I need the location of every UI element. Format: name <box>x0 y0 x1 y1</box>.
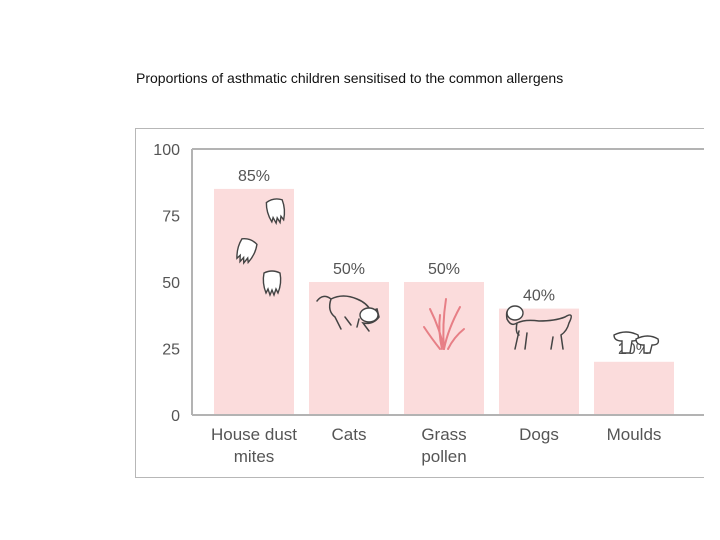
bar <box>499 308 579 415</box>
category-label: Cats <box>332 425 367 444</box>
dog-icon <box>505 305 572 350</box>
y-tick-label: 100 <box>153 142 180 159</box>
y-tick-label: 50 <box>162 275 180 292</box>
grass-icon <box>423 298 465 350</box>
category-label: Grass pollen <box>421 425 466 466</box>
bar <box>214 188 294 415</box>
chart-frame: 0 25 50 75 100 85% 50% 50% 40% 20% House dust mit… <box>135 128 704 478</box>
y-tick-label: 0 <box>171 408 180 425</box>
category-label: Dogs <box>519 425 559 444</box>
category-label: Moulds <box>607 425 662 444</box>
mushroom-icon <box>613 331 660 354</box>
chart-title: Proportions of asthmatic children sensit… <box>136 70 564 86</box>
category-label: House dust mites <box>211 425 297 466</box>
data-label: 40% <box>523 288 555 305</box>
y-tick-label: 75 <box>162 209 180 226</box>
bar <box>594 361 674 415</box>
data-label: 85% <box>238 168 270 185</box>
bar <box>309 282 389 415</box>
y-tick-label: 25 <box>162 342 180 359</box>
data-label: 50% <box>333 261 365 278</box>
cat-icon <box>316 295 380 332</box>
data-label: 50% <box>428 261 460 278</box>
dust-mite-icon <box>236 198 286 298</box>
